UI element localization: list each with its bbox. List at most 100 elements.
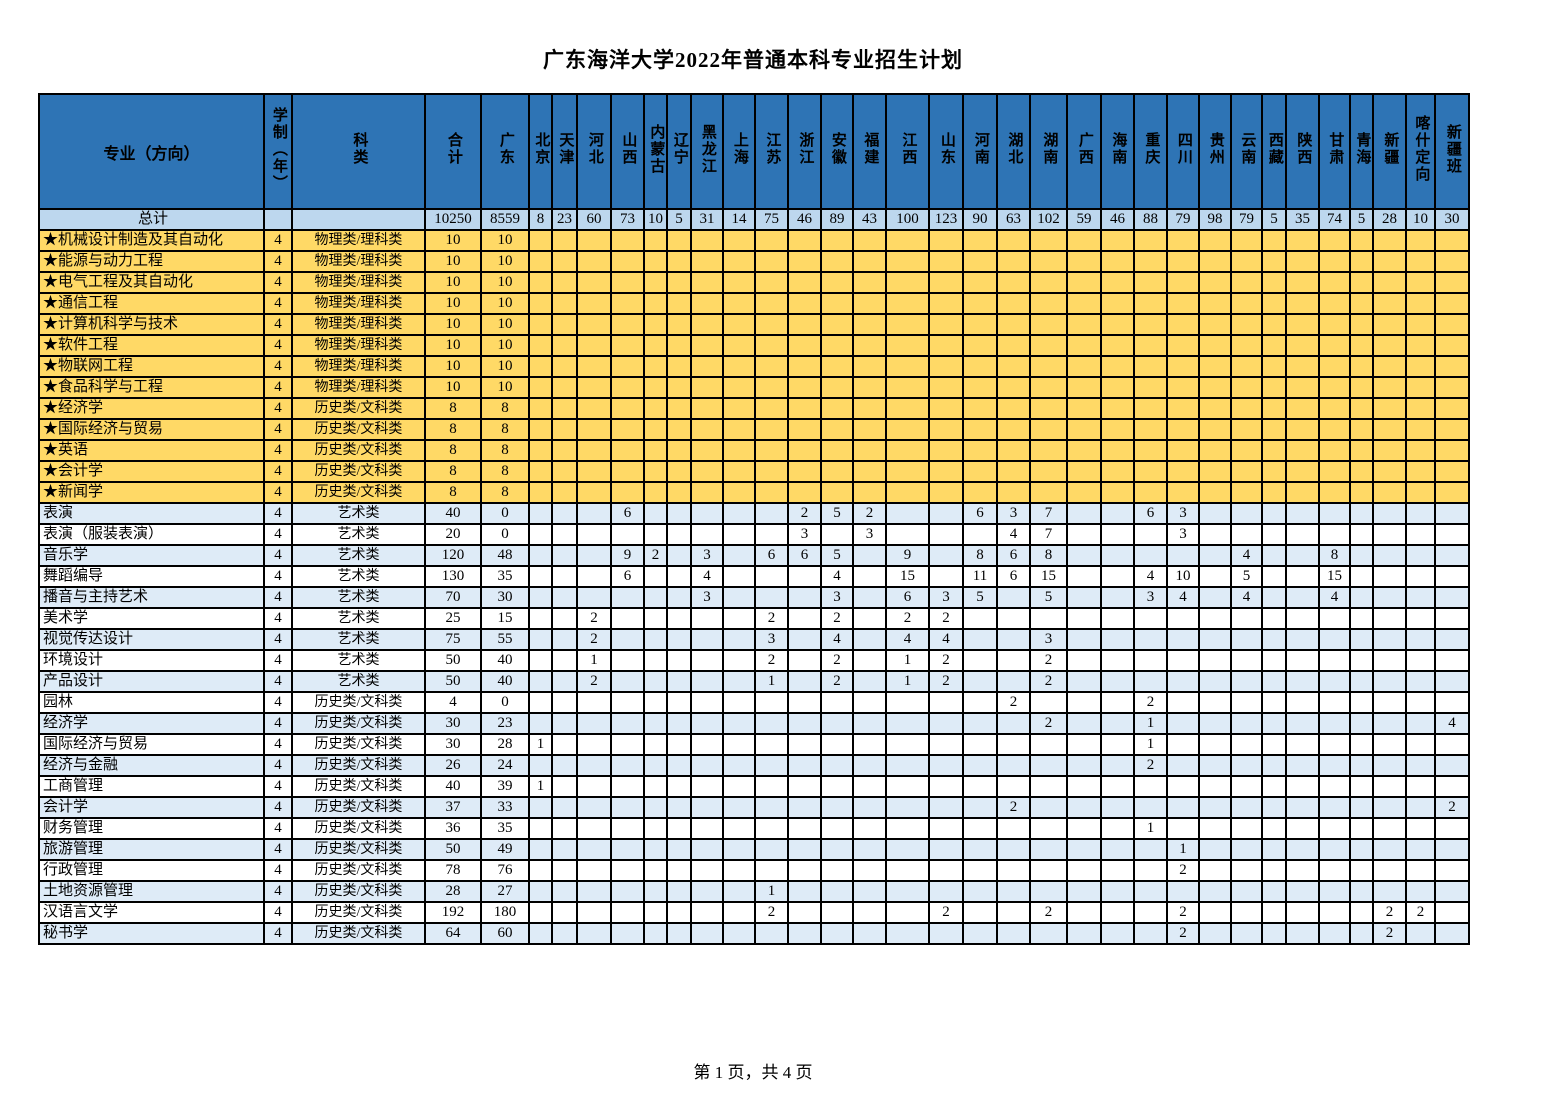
value-cell-29 — [1372, 670, 1407, 693]
value-cell-17: 4 — [996, 523, 1031, 546]
value-cell-14 — [885, 481, 930, 504]
value-cell-17 — [996, 439, 1031, 462]
total-value-12: 89 — [820, 208, 854, 231]
value-cell-15 — [928, 712, 964, 735]
total-value-19: 59 — [1066, 208, 1102, 231]
value-cell-22 — [1166, 397, 1200, 420]
value-cell-21 — [1133, 355, 1168, 378]
value-cell-18 — [1029, 460, 1068, 483]
value-cell-9 — [722, 901, 756, 924]
value-cell-30 — [1405, 292, 1436, 315]
value-cell-16 — [962, 523, 998, 546]
value-cell-22 — [1166, 334, 1200, 357]
value-cell-1: 27 — [480, 880, 530, 903]
value-cell-3 — [551, 418, 578, 441]
value-cell-0: 8 — [424, 439, 482, 462]
value-cell-7 — [666, 523, 692, 546]
value-cell-29 — [1372, 754, 1407, 777]
major-cell: 产品设计 — [38, 670, 265, 693]
value-cell-22 — [1166, 418, 1200, 441]
value-cell-16 — [962, 712, 998, 735]
value-cell-3 — [551, 733, 578, 756]
value-cell-31 — [1434, 313, 1470, 336]
value-cell-19 — [1066, 523, 1102, 546]
value-cell-13 — [852, 418, 887, 441]
value-cell-17 — [996, 775, 1031, 798]
value-cell-24 — [1230, 817, 1263, 840]
value-cell-0: 30 — [424, 712, 482, 735]
value-cell-7 — [666, 775, 692, 798]
value-cell-18 — [1029, 796, 1068, 819]
value-cell-12 — [820, 355, 854, 378]
years-cell: 4 — [263, 838, 293, 861]
value-cell-7 — [666, 502, 692, 525]
major-cell: 财务管理 — [38, 817, 265, 840]
value-cell-23 — [1198, 418, 1232, 441]
value-cell-28 — [1349, 712, 1374, 735]
total-value-4: 60 — [576, 208, 612, 231]
value-cell-19 — [1066, 859, 1102, 882]
major-cell: ★国际经济与贸易 — [38, 418, 265, 441]
major-cell: 美术学 — [38, 607, 265, 630]
years-cell: 4 — [263, 397, 293, 420]
value-cell-3 — [551, 628, 578, 651]
value-cell-28 — [1349, 796, 1374, 819]
value-cell-0: 10 — [424, 271, 482, 294]
total-value-17: 63 — [996, 208, 1031, 231]
value-cell-30 — [1405, 628, 1436, 651]
value-cell-28 — [1349, 418, 1374, 441]
value-cell-8: 3 — [690, 544, 724, 567]
value-cell-31: 4 — [1434, 712, 1470, 735]
value-cell-8 — [690, 376, 724, 399]
value-cell-30 — [1405, 817, 1436, 840]
value-cell-15 — [928, 502, 964, 525]
value-cell-16 — [962, 817, 998, 840]
value-cell-25 — [1261, 859, 1287, 882]
value-cell-23 — [1198, 901, 1232, 924]
value-cell-24 — [1230, 334, 1263, 357]
value-cell-1: 30 — [480, 586, 530, 609]
value-cell-7 — [666, 250, 692, 273]
value-cell-24: 5 — [1230, 565, 1263, 588]
category-cell: 历史类/文科类 — [291, 481, 426, 504]
value-cell-14 — [885, 460, 930, 483]
value-cell-0: 50 — [424, 670, 482, 693]
value-cell-30 — [1405, 250, 1436, 273]
value-cell-19 — [1066, 565, 1102, 588]
value-cell-26 — [1285, 754, 1320, 777]
value-cell-13 — [852, 607, 887, 630]
value-cell-18 — [1029, 607, 1068, 630]
value-cell-18 — [1029, 439, 1068, 462]
value-cell-2 — [528, 250, 553, 273]
value-cell-6 — [643, 250, 668, 273]
value-cell-10 — [754, 502, 789, 525]
value-cell-24 — [1230, 439, 1263, 462]
value-cell-15 — [928, 292, 964, 315]
value-cell-13 — [852, 544, 887, 567]
value-cell-9 — [722, 418, 756, 441]
header-label: 云南 — [1239, 132, 1256, 166]
value-cell-31 — [1434, 229, 1470, 252]
value-cell-4 — [576, 376, 612, 399]
value-cell-31 — [1434, 250, 1470, 273]
value-cell-28 — [1349, 397, 1374, 420]
value-cell-5 — [610, 586, 645, 609]
value-cell-25 — [1261, 481, 1287, 504]
total-value-25: 5 — [1261, 208, 1287, 231]
value-cell-11 — [787, 292, 822, 315]
value-cell-28 — [1349, 313, 1374, 336]
value-cell-5 — [610, 817, 645, 840]
value-cell-31 — [1434, 460, 1470, 483]
value-cell-6 — [643, 838, 668, 861]
value-cell-7 — [666, 355, 692, 378]
value-cell-8 — [690, 649, 724, 672]
value-cell-4 — [576, 439, 612, 462]
value-cell-26 — [1285, 376, 1320, 399]
value-cell-8 — [690, 880, 724, 903]
value-cell-16 — [962, 229, 998, 252]
value-cell-12 — [820, 880, 854, 903]
major-cell: 表演 — [38, 502, 265, 525]
value-cell-6 — [643, 754, 668, 777]
value-cell-25 — [1261, 796, 1287, 819]
value-cell-29 — [1372, 418, 1407, 441]
